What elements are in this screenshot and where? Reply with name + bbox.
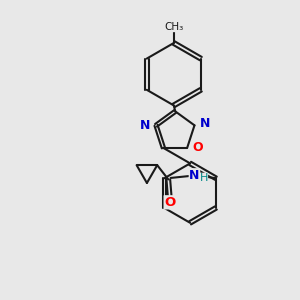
- Text: N: N: [140, 119, 151, 132]
- Text: N: N: [200, 117, 210, 130]
- Text: N: N: [189, 169, 200, 182]
- Text: O: O: [193, 141, 203, 154]
- Text: H: H: [200, 173, 208, 183]
- Text: O: O: [164, 196, 176, 209]
- Text: CH₃: CH₃: [164, 22, 183, 32]
